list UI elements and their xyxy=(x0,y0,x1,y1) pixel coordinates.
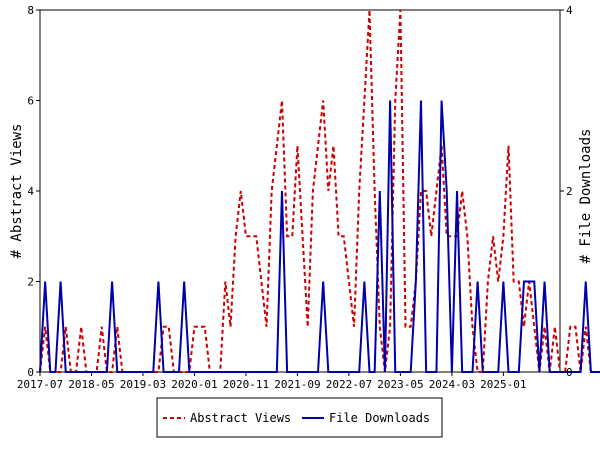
right-y-tick-label: 0 xyxy=(566,366,573,379)
left-y-tick-label: 4 xyxy=(27,185,34,198)
legend-label-abstract-views: Abstract Views xyxy=(190,411,291,425)
x-tick-label: 2020-01 xyxy=(171,378,217,391)
x-tick-label: 2019-03 xyxy=(120,378,166,391)
right-y-tick-label: 2 xyxy=(566,185,573,198)
left-y-tick-label: 0 xyxy=(27,366,34,379)
x-tick-label: 2020-11 xyxy=(223,378,269,391)
left-y-tick-label: 8 xyxy=(27,4,34,17)
x-tick-label: 2024-03 xyxy=(429,378,475,391)
right-axis-title: # File Downloads xyxy=(578,129,594,264)
legend: Abstract Views File Downloads xyxy=(156,397,443,438)
x-tick-label: 2025-01 xyxy=(480,378,526,391)
x-tick-label: 2021-09 xyxy=(274,378,320,391)
x-tick-label: 2022-07 xyxy=(326,378,372,391)
left-y-tick-label: 6 xyxy=(27,95,34,108)
right-y-tick-label: 4 xyxy=(566,4,573,17)
legend-box xyxy=(156,397,443,438)
x-tick-label: 2018-05 xyxy=(68,378,114,391)
x-tick-label: 2017-07 xyxy=(17,378,63,391)
legend-label-file-downloads: File Downloads xyxy=(329,411,430,425)
series-line-file-downloads xyxy=(39,100,600,373)
x-tick-label: 2023-05 xyxy=(377,378,423,391)
left-y-tick-label: 2 xyxy=(27,276,34,289)
left-axis-title: # Abstract Views xyxy=(9,124,25,259)
